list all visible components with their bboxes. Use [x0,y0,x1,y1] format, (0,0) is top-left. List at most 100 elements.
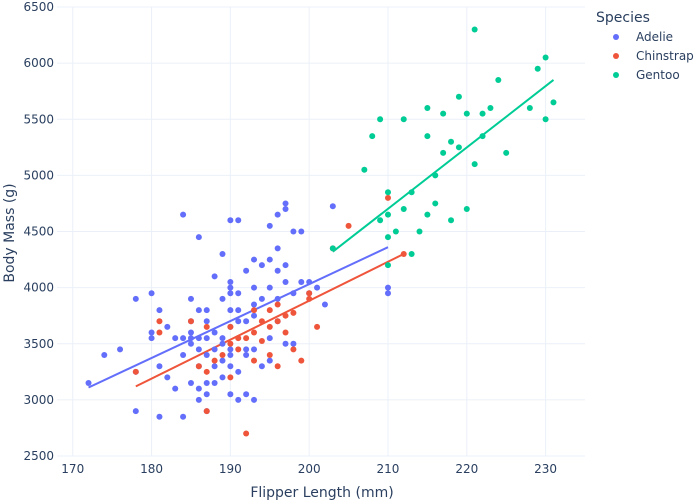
legend-label-adelie: Adelie [636,30,673,44]
legend-label-gentoo: Gentoo [636,68,680,82]
adelie-point [235,318,242,325]
adelie-point [243,391,250,398]
chinstrap-point [274,318,281,325]
adelie-point [243,346,250,353]
adelie-point [235,290,242,297]
chinstrap-point [266,351,273,358]
chinstrap-point [282,329,289,336]
adelie-point [274,267,281,274]
adelie-point [85,380,92,387]
adelie-point [282,340,289,347]
chinstrap-point [203,368,210,375]
adelie-point [266,357,273,364]
chinstrap-point [258,337,265,344]
y-axis-ticks: 2500 3000 3500 4000 4500 5000 5500 6000 6500 [23,0,54,463]
adelie-point [282,279,289,286]
adelie-point [321,301,328,308]
adelie-point [274,295,281,302]
adelie-point [227,217,234,224]
chinstrap-point [187,318,194,325]
gentoo-point [455,144,462,151]
adelie-point [195,335,202,342]
chinstrap-point [227,323,234,330]
adelie-point [227,363,234,370]
adelie-point [156,307,163,314]
gentoo-point [392,228,399,235]
gentoo-point [440,149,447,156]
chinstrap-point [203,408,210,415]
chinstrap-point [266,323,273,330]
legend-marker-gentoo [613,72,619,78]
chinstrap-point [384,194,391,201]
adelie-point [195,346,202,353]
gentoo-point [487,105,494,112]
adelie-point [219,357,226,364]
chinstrap-trendline [135,253,405,388]
adelie-point [180,413,187,420]
adelie-point [235,307,242,314]
y-tick-label: 6000 [23,56,54,70]
gentoo-point [471,161,478,168]
adelie-point [258,262,265,269]
x-axis-title: Flipper Length (mm) [250,485,393,500]
data-points [85,26,557,437]
adelie-point [203,307,210,314]
adelie-point [219,295,226,302]
gentoo-point [503,149,510,156]
adelie-point [195,234,202,241]
chinstrap-point [345,222,352,229]
y-tick-label: 3000 [23,393,54,407]
adelie-point [243,267,250,274]
gentoo-point [408,189,415,196]
gentoo-trendline [332,79,555,253]
chinstrap-point [156,318,163,325]
adelie-point [251,312,258,319]
gentoo-point [416,228,423,235]
legend-marker-adelie [613,34,619,40]
legend-label-chinstrap: Chinstrap [636,49,694,63]
adelie-point [187,329,194,336]
gentoo-point [463,206,470,213]
gentoo-point [463,110,470,117]
adelie-point [180,335,187,342]
y-tick-label: 4500 [23,225,54,239]
x-tick-label: 230 [534,462,557,476]
adelie-point [282,206,289,213]
chinstrap-point [251,357,258,364]
x-tick-label: 180 [140,462,163,476]
adelie-point [211,380,218,387]
legend: Species Adelie Chinstrap Gentoo [596,10,694,82]
chinstrap-point [282,312,289,319]
adelie-point [195,385,202,392]
adelie-trendline [88,246,389,389]
adelie-point [195,396,202,403]
adelie-point [266,256,273,263]
y-tick-label: 6500 [23,0,54,14]
chinstrap-point [251,329,258,336]
grid-lines [57,6,585,457]
gentoo-point [495,76,502,83]
chinstrap-point [290,309,297,316]
gentoo-point [329,245,336,252]
gentoo-point [542,54,549,61]
legend-title: Species [596,10,650,26]
adelie-point [258,295,265,302]
adelie-point [274,245,281,252]
adelie-point [274,211,281,218]
trendlines [88,79,555,389]
chinstrap-point [203,323,210,330]
gentoo-point [377,116,384,123]
adelie-point [227,351,234,358]
gentoo-point [448,217,455,224]
adelie-point [219,250,226,257]
chinstrap-point [258,318,265,325]
adelie-point [243,318,250,325]
chinstrap-point [243,335,250,342]
chinstrap-point [132,368,139,375]
adelie-point [117,346,124,353]
adelie-point [251,396,258,403]
adelie-point [235,396,242,403]
x-axis-ticks: 170 180 190 200 210 220 230 [61,462,557,476]
chinstrap-point [243,430,250,437]
chinstrap-point [274,301,281,308]
